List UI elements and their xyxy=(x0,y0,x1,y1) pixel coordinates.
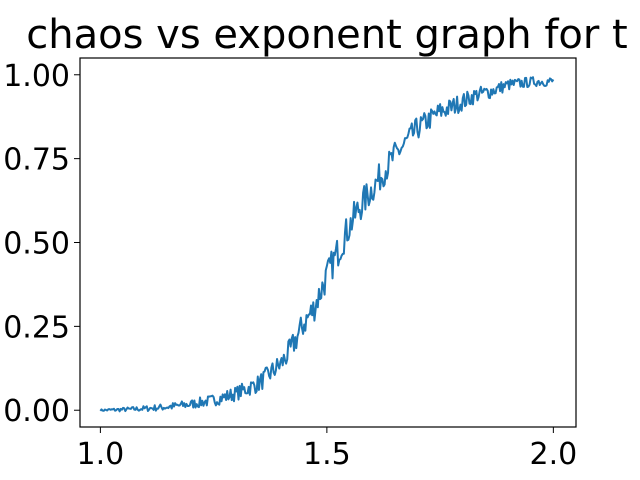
axes-frame xyxy=(79,57,577,428)
y-tick-label: 0.75 xyxy=(3,143,70,178)
chart-title: chaos vs exponent graph for t xyxy=(26,12,627,58)
ticks-layer: 1.0 1.5 2.0 0.00 0.25 0.50 0.75 1.00 xyxy=(3,59,577,472)
y-tick-label: 0.50 xyxy=(3,227,70,262)
x-tick-label: 1.0 xyxy=(77,437,125,472)
y-tick-label: 1.00 xyxy=(3,59,70,94)
x-tick-label: 2.0 xyxy=(529,437,577,472)
x-tick-label: 1.5 xyxy=(303,437,351,472)
plot-layer xyxy=(99,76,555,413)
y-tick-label: 0.00 xyxy=(3,394,70,429)
series-line xyxy=(99,76,555,413)
y-tick-label: 0.25 xyxy=(3,310,70,345)
